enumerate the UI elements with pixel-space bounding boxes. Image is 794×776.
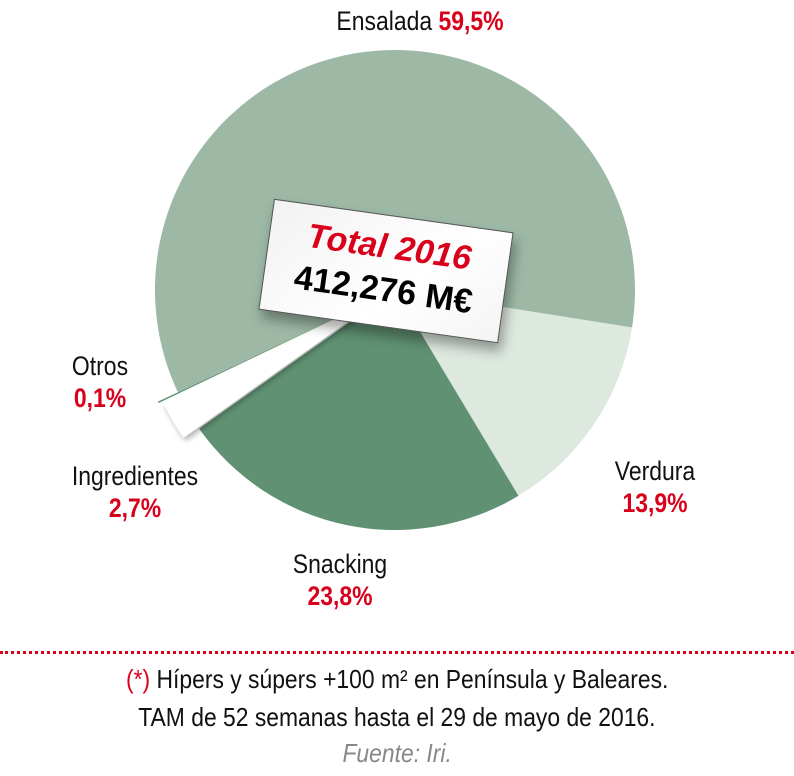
dotted-divider (0, 651, 794, 654)
pie-slice-otros (157, 299, 376, 403)
footnote-line1: (*) Hípers y súpers +100 m² en Península… (125, 664, 669, 694)
label-ingredientes: Ingredientes 2,7% (71, 461, 199, 523)
source-note: Fuente: Iri. (342, 738, 452, 768)
pie-slice-verdura (395, 290, 633, 496)
label-snacking: Snacking 23,8% (292, 549, 388, 611)
footnote-line2: TAM de 52 semanas hasta el 29 de mayo de… (138, 702, 656, 732)
label-otros: Otros 0,1% (71, 351, 129, 413)
label-ensalada: Ensalada 59,5% (336, 6, 504, 36)
pie-slice-snacking (199, 290, 519, 530)
pie-slice-ingredientes (162, 299, 380, 438)
label-verdura: Verdura 13,9% (614, 456, 696, 518)
